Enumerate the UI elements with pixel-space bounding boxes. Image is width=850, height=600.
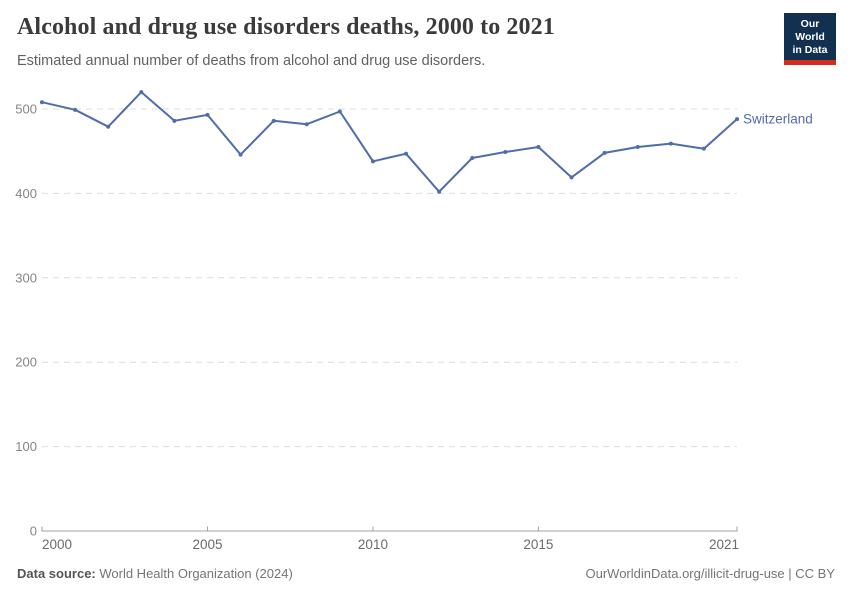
y-axis-tick-label: 300 (15, 270, 37, 285)
data-point[interactable] (238, 152, 243, 157)
y-axis-tick-label: 0 (30, 524, 37, 539)
data-source-value: World Health Organization (2024) (95, 566, 293, 581)
y-axis-tick-label: 400 (15, 186, 37, 201)
data-point[interactable] (370, 159, 375, 164)
data-source: Data source: World Health Organization (… (17, 566, 293, 581)
data-point[interactable] (106, 124, 111, 129)
owid-logo-text: Our World in Data (784, 13, 836, 61)
data-point[interactable] (668, 141, 673, 146)
data-point[interactable] (40, 100, 44, 105)
x-axis-tick-label: 2021 (709, 537, 739, 552)
data-point[interactable] (304, 122, 309, 127)
data-point[interactable] (735, 117, 739, 122)
data-point[interactable] (569, 175, 574, 180)
credit-link[interactable]: OurWorldinData.org/illicit-drug-use | CC… (585, 566, 836, 581)
data-point[interactable] (404, 151, 409, 156)
page-title: Alcohol and drug use disorders deaths, 2… (17, 14, 555, 40)
chart-footer: Data source: World Health Organization (… (17, 566, 835, 581)
owid-logo[interactable]: Our World in Data (784, 13, 836, 66)
data-point[interactable] (172, 118, 177, 123)
data-point[interactable] (205, 112, 210, 117)
data-point[interactable] (139, 90, 144, 95)
x-axis-tick-label: 2010 (358, 537, 388, 552)
entity-label[interactable]: Switzerland (743, 112, 813, 127)
x-axis-tick-label: 2000 (42, 537, 72, 552)
x-axis-tick-label: 2005 (192, 537, 222, 552)
data-source-label: Data source: (17, 566, 96, 581)
data-point[interactable] (271, 118, 276, 123)
data-point[interactable] (73, 107, 78, 112)
data-point[interactable] (602, 150, 607, 155)
series-line (41, 91, 738, 193)
data-point[interactable] (536, 144, 541, 149)
y-axis-tick-label: 200 (15, 355, 37, 370)
x-axis-tick-label: 2015 (523, 537, 553, 552)
y-axis-tick-label: 100 (15, 439, 37, 454)
data-point[interactable] (437, 189, 442, 194)
data-point[interactable] (635, 144, 640, 149)
y-axis-tick-label: 500 (15, 102, 37, 117)
data-point[interactable] (503, 150, 508, 155)
data-point[interactable] (470, 155, 475, 160)
data-point[interactable] (337, 109, 342, 114)
data-point[interactable] (701, 146, 706, 151)
owid-logo-redbar (784, 60, 836, 66)
chart-subtitle: Estimated annual number of deaths from a… (17, 53, 486, 69)
